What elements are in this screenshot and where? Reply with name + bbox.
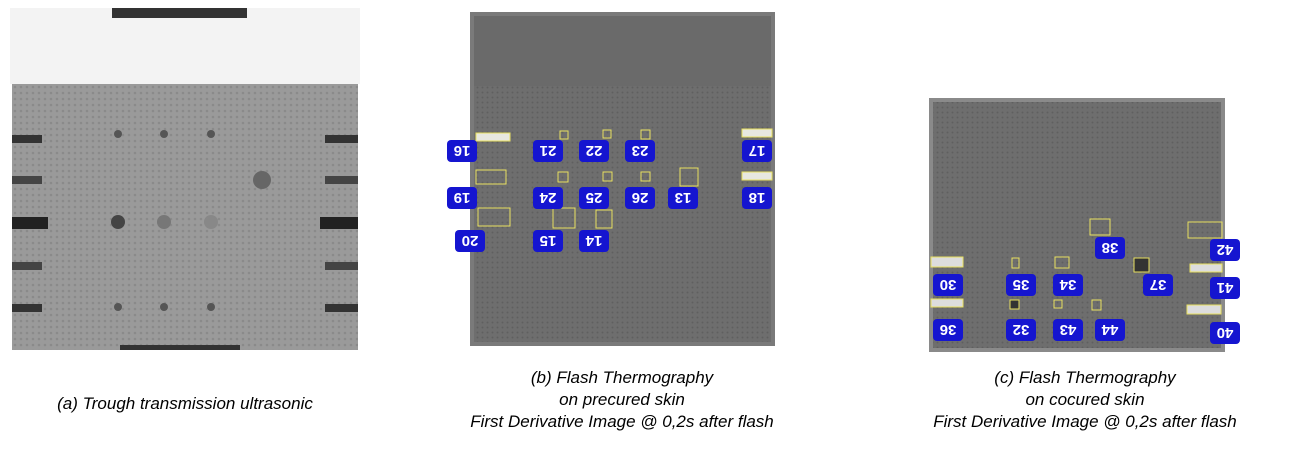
marker-text: 25	[586, 189, 603, 206]
precured-thermography-image	[470, 12, 775, 346]
marker-text: 43	[1060, 321, 1077, 338]
marker-text: 21	[540, 142, 557, 159]
figure: (a) Trough transmission ultrasonic (b) Fl…	[0, 0, 1311, 452]
marker-text: 14	[585, 232, 602, 249]
marker-label: 21	[533, 140, 563, 162]
marker-label: 37	[1143, 274, 1173, 296]
marker-text: 23	[632, 142, 649, 159]
marker-label: 25	[579, 187, 609, 209]
marker-label: 44	[1095, 319, 1125, 341]
marker-label: 23	[625, 140, 655, 162]
marker-text: 19	[454, 189, 471, 206]
caption-line: First Derivative Image @ 0,2s after flas…	[470, 412, 774, 431]
marker-text: 32	[1013, 321, 1030, 338]
marker-text: 20	[462, 232, 479, 249]
marker-label: 26	[625, 187, 655, 209]
marker-text: 40	[1217, 324, 1234, 341]
caption-line: on cocured skin	[1025, 390, 1144, 409]
marker-text: 41	[1217, 279, 1234, 296]
marker-text: 15	[540, 232, 557, 249]
marker-label: 32	[1006, 319, 1036, 341]
marker-label: 40	[1210, 322, 1240, 344]
marker-text: 17	[749, 142, 766, 159]
marker-text: 36	[940, 321, 957, 338]
marker-text: 34	[1059, 276, 1076, 293]
marker-label: 15	[533, 230, 563, 252]
marker-label: 16	[447, 140, 477, 162]
cocured-thermography-image	[929, 98, 1225, 352]
marker-text: 30	[940, 276, 957, 293]
marker-label: 35	[1006, 274, 1036, 296]
marker-text: 26	[632, 189, 649, 206]
marker-text: 44	[1101, 321, 1118, 338]
marker-label: 41	[1210, 277, 1240, 299]
caption-line: (c) Flash Thermography	[994, 368, 1177, 387]
caption-line: (a) Trough transmission ultrasonic	[57, 394, 313, 413]
caption-line: (b) Flash Thermography	[531, 368, 715, 387]
marker-label: 14	[579, 230, 609, 252]
marker-label: 36	[933, 319, 963, 341]
marker-text: 22	[586, 142, 603, 159]
marker-label: 34	[1053, 274, 1083, 296]
marker-text: 24	[539, 189, 556, 206]
marker-text: 37	[1150, 276, 1167, 293]
caption-line: on precured skin	[559, 390, 685, 409]
marker-label: 43	[1053, 319, 1083, 341]
marker-text: 13	[675, 189, 692, 206]
marker-label: 38	[1095, 237, 1125, 259]
marker-text: 16	[454, 142, 471, 159]
marker-label: 20	[455, 230, 485, 252]
marker-text: 35	[1013, 276, 1030, 293]
marker-label: 18	[742, 187, 772, 209]
marker-label: 22	[579, 140, 609, 162]
marker-text: 42	[1217, 241, 1234, 258]
ultrasonic-image	[10, 8, 360, 350]
caption-line: First Derivative Image @ 0,2s after flas…	[933, 412, 1237, 431]
marker-text: 38	[1102, 239, 1119, 256]
marker-label: 19	[447, 187, 477, 209]
marker-label: 42	[1210, 239, 1240, 261]
marker-label: 24	[533, 187, 563, 209]
marker-label: 30	[933, 274, 963, 296]
marker-label: 13	[668, 187, 698, 209]
marker-label: 17	[742, 140, 772, 162]
marker-text: 18	[749, 189, 766, 206]
